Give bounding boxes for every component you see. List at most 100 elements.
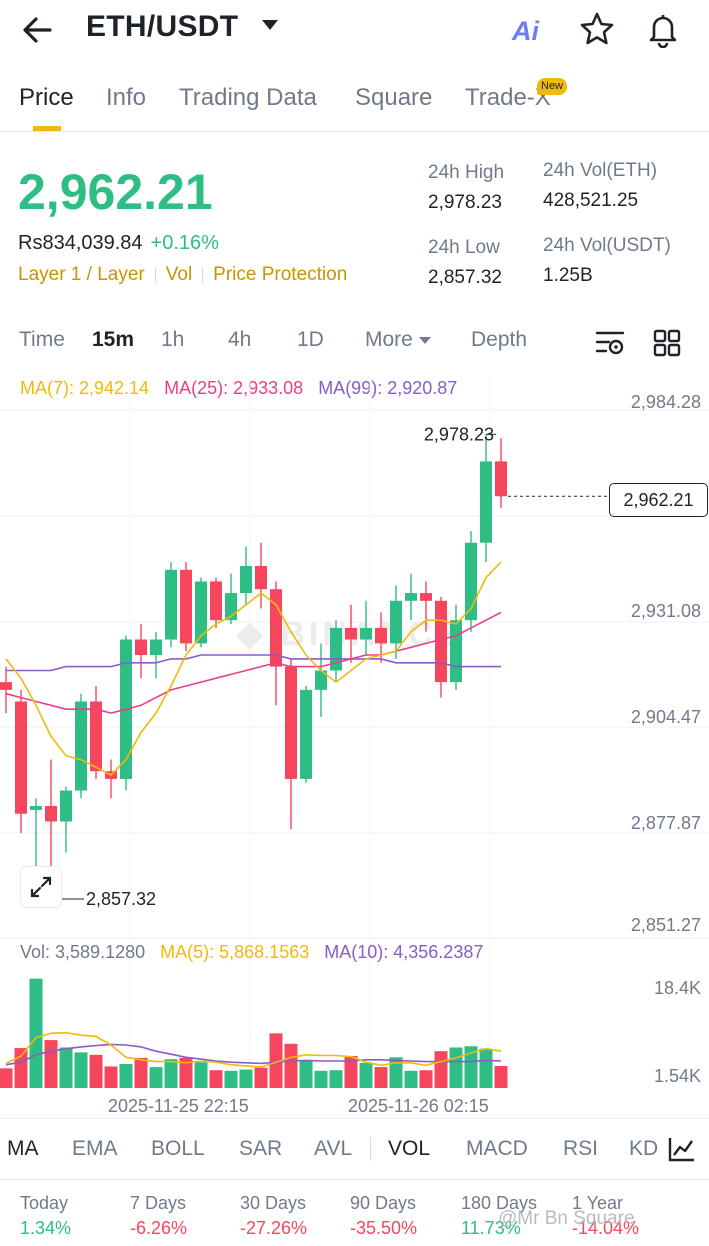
last-price: 2,962.21: [18, 164, 213, 220]
volume-bar: [104, 1066, 118, 1088]
candle: [30, 806, 42, 810]
indicator-macd[interactable]: MACD: [466, 1137, 528, 1160]
indicator-avl[interactable]: AVL: [314, 1137, 353, 1160]
volume-bar: [299, 1060, 313, 1088]
volume-bar: [254, 1067, 268, 1088]
low-label: 24h Low: [428, 237, 500, 258]
grid-layout-icon[interactable]: [652, 328, 682, 358]
vol-ma5-line: [5, 1031, 502, 1068]
chart-settings-icon[interactable]: [594, 328, 626, 358]
vol-ma10-legend: MA(10): 4,356.2387: [324, 942, 484, 962]
candle: [495, 461, 507, 497]
bell-icon[interactable]: [644, 10, 682, 48]
candle: [435, 600, 447, 683]
indicator-ma[interactable]: MA: [7, 1137, 39, 1160]
candle: [180, 569, 192, 644]
price-axis-tick: 2,931.08: [630, 601, 701, 621]
indicator-rsi[interactable]: RSI: [563, 1137, 599, 1160]
tab-trade-x[interactable]: Trade-X: [465, 84, 551, 111]
ma7-legend: MA(7): 2,942.14: [20, 378, 150, 398]
volume-bar: [479, 1048, 493, 1088]
candle: [255, 565, 267, 590]
pair-selector[interactable]: ETH/USDT: [86, 10, 239, 43]
candle: [150, 639, 162, 656]
indicator-ema[interactable]: EMA: [72, 1137, 118, 1160]
candle: [300, 689, 312, 779]
candle: [135, 639, 147, 656]
volume-bar: [314, 1070, 328, 1088]
ma25-legend: MA(25): 2,933.08: [164, 378, 304, 398]
indicator-chart-icon[interactable]: [667, 1135, 697, 1163]
interval-1d[interactable]: 1D: [297, 328, 324, 351]
volume-bar: [449, 1047, 463, 1088]
volume-bar: [179, 1057, 193, 1088]
candlestick-chart[interactable]: ◆ BINANCE2,978.232,857.32: [0, 0, 709, 1110]
interval-4h[interactable]: 4h: [228, 328, 252, 351]
price-axis-tick: 2,851.27: [630, 915, 701, 935]
perf-90d: 90 Days -35.50%: [350, 1193, 418, 1238]
price-axis-tick: 2,904.47: [630, 707, 701, 727]
perf-today: Today 1.34%: [20, 1193, 72, 1238]
volume-bar: [29, 978, 43, 1088]
top-bar: ETH/USDT Ai: [0, 0, 709, 58]
interval-more[interactable]: More: [365, 328, 431, 352]
watermark: @Mr Bn Square: [498, 1208, 635, 1229]
candle: [345, 627, 357, 640]
indicator-kd[interactable]: KD: [629, 1137, 659, 1160]
candle: [90, 701, 102, 772]
volume-bar: [134, 1057, 148, 1088]
interval-time[interactable]: Time: [19, 328, 65, 351]
indicator-boll[interactable]: BOLL: [151, 1137, 205, 1160]
low-value: 2,857.32: [428, 267, 502, 288]
expand-button[interactable]: [20, 866, 62, 908]
candle: [360, 627, 372, 640]
high-label: 24h High: [428, 162, 505, 183]
volume-bar: [269, 1033, 283, 1088]
volume-bar: [329, 1070, 343, 1088]
candle: [45, 806, 57, 822]
volume-bar: [149, 1067, 163, 1088]
ma99-line: [6, 654, 501, 672]
vol-ma10-line: [5, 1043, 502, 1066]
new-badge: New: [537, 78, 568, 95]
caret-down-icon[interactable]: [262, 20, 278, 30]
candle: [75, 701, 87, 791]
volume-bar: [344, 1056, 358, 1088]
star-icon[interactable]: [578, 10, 616, 48]
volume-bar: [14, 1048, 28, 1088]
interval-1h[interactable]: 1h: [161, 328, 185, 351]
candle: [195, 581, 207, 644]
price-axis-tick: 2,984.28: [630, 392, 701, 412]
candle: [330, 627, 342, 671]
volume-legend: Vol: 3,589.1280 MA(5): 5,868.1563 MA(10)…: [20, 942, 483, 963]
tag-layer[interactable]: Layer 1 / Layer: [18, 264, 145, 285]
fiat-price-row: Rs834,039.84 +0.16%: [18, 232, 219, 255]
tag-price-protection[interactable]: Price Protection: [213, 264, 348, 285]
volume-bar: [494, 1065, 508, 1088]
volume-bar: [374, 1067, 388, 1088]
ai-icon[interactable]: Ai: [512, 16, 539, 46]
volume-bar: [89, 1054, 103, 1088]
tab-info[interactable]: Info: [106, 84, 147, 111]
volume-bar: [0, 1068, 13, 1088]
volume-bar: [224, 1070, 238, 1088]
time-label: 2025-11-25 22:15: [108, 1096, 249, 1116]
indicator-vol[interactable]: VOL: [388, 1137, 431, 1160]
fiat-price: Rs834,039.84: [18, 232, 143, 254]
tab-price[interactable]: Price: [19, 84, 74, 111]
candle: [450, 620, 462, 683]
indicator-sar[interactable]: SAR: [239, 1137, 283, 1160]
interval-depth[interactable]: Depth: [471, 328, 528, 351]
tag-vol[interactable]: Vol: [165, 264, 193, 285]
volume-bar: [389, 1057, 403, 1088]
back-arrow-icon[interactable]: [18, 10, 58, 50]
volume-bar: [119, 1064, 133, 1088]
volume-axis-tick: 1.54K: [653, 1066, 701, 1086]
interval-15m[interactable]: 15m: [92, 328, 135, 351]
candle: [0, 682, 12, 690]
tab-trading-data[interactable]: Trading Data: [179, 84, 317, 111]
change-percent: +0.16%: [150, 232, 219, 254]
candle: [165, 569, 177, 640]
vol-quote-value: 1.25B: [543, 265, 593, 286]
tab-square[interactable]: Square: [355, 84, 433, 111]
